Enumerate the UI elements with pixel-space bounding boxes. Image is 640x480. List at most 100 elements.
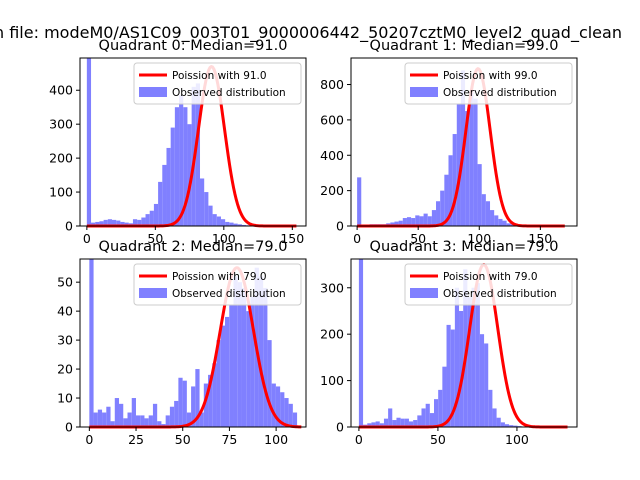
y-tick-label: 200: [320, 183, 344, 198]
x-tick-label: 150: [528, 231, 552, 246]
histogram-bar: [502, 220, 507, 226]
subplot-title: Quadrant 2: Median=79.0: [99, 239, 288, 255]
histogram-bar: [225, 316, 230, 427]
histogram-bar: [467, 297, 472, 427]
legend-hist-swatch: [139, 87, 167, 97]
legend-fit-label: Poission with 99.0: [443, 70, 538, 82]
legend-box: [133, 62, 302, 105]
histogram-bar: [97, 409, 103, 427]
legend-hist-swatch: [410, 288, 438, 298]
histogram-bar: [165, 415, 170, 427]
histogram-bar: [89, 259, 94, 427]
histogram-bar: [419, 216, 424, 226]
histogram-bar: [112, 219, 117, 226]
histogram-bar: [225, 221, 230, 226]
histogram-bar: [446, 324, 451, 427]
histogram-bar: [504, 424, 510, 427]
histogram-bar: [158, 181, 163, 226]
histogram-bar: [506, 223, 511, 226]
histogram-bar: [494, 215, 499, 226]
histogram-bar: [498, 218, 503, 226]
histogram-bar: [490, 210, 495, 226]
histogram-bar: [233, 276, 238, 427]
histogram-bar: [379, 423, 384, 427]
x-tick-label: 25: [128, 432, 144, 447]
histogram-bar: [258, 276, 264, 427]
subplot-title: Quadrant 1: Median=99.0: [370, 38, 559, 54]
histogram-bar: [186, 412, 192, 427]
histogram-bar: [438, 389, 443, 427]
histogram-bar: [137, 219, 142, 226]
histogram-bar: [267, 340, 272, 427]
y-tick-label: 300: [320, 280, 344, 295]
histogram-bar: [152, 403, 158, 427]
histogram-bar: [241, 224, 247, 226]
legend-hist-label: Observed distribution: [443, 288, 557, 300]
histogram-bar: [153, 203, 159, 226]
histogram-bar: [216, 216, 221, 226]
histogram-bar: [402, 218, 407, 226]
histogram-bar: [454, 287, 460, 427]
histogram-bar: [241, 287, 247, 427]
histogram-bar: [162, 164, 167, 226]
histogram-bar: [404, 418, 409, 427]
histogram-bar: [127, 412, 132, 427]
histogram-bar: [107, 219, 112, 226]
histogram-bar: [141, 217, 146, 226]
histogram-bar: [440, 190, 445, 226]
histogram-bar: [271, 383, 276, 427]
histogram-bar: [208, 205, 213, 226]
histogram-bar: [86, 58, 92, 226]
histogram-bar: [178, 377, 183, 427]
x-tick-label: 50: [175, 432, 191, 447]
histogram-bar: [475, 283, 480, 427]
histogram-bar: [275, 386, 281, 427]
histogram-bar: [157, 421, 162, 427]
histogram-bar: [465, 111, 470, 226]
legend-box: [404, 263, 573, 306]
histogram-bar: [431, 210, 437, 226]
y-tick-label: 30: [57, 333, 73, 348]
histogram-bar: [357, 177, 362, 226]
histogram-bar: [220, 325, 226, 427]
histogram-bar: [396, 417, 401, 427]
x-tick-label: 100: [212, 231, 236, 246]
histogram-bar: [425, 403, 430, 427]
histogram-bar: [436, 201, 441, 226]
histogram-bar: [191, 386, 196, 427]
histogram-bar: [388, 408, 393, 427]
histogram-bar: [513, 425, 518, 427]
x-tick-label: 0: [85, 432, 93, 447]
histogram-bar: [166, 147, 171, 226]
histogram-bar: [434, 399, 439, 427]
histogram-bar: [179, 95, 184, 226]
histogram-bar: [427, 216, 432, 226]
histogram-bar: [413, 420, 418, 427]
y-tick-label: 600: [320, 112, 344, 127]
histogram-bar: [116, 220, 121, 226]
histogram-bar: [212, 363, 217, 427]
subplot-0: Quadrant 0: Median=91.0 0 50 100 150 0 100 200 3…: [49, 38, 307, 246]
histogram-bar: [288, 403, 293, 427]
histogram-bar: [99, 221, 104, 226]
legend: Poission with 79.0 Observed distribution: [404, 263, 573, 306]
histogram-bar: [95, 221, 100, 226]
histogram-bar: [406, 217, 412, 226]
x-tick-label: 0: [83, 231, 91, 246]
histogram-bar: [442, 366, 447, 427]
histogram-bar: [174, 107, 180, 226]
histogram-bar: [398, 220, 403, 226]
subplot-title: Quadrant 3: Median=79.0: [370, 239, 559, 255]
histogram-bar: [448, 155, 453, 226]
histogram-bar: [477, 164, 482, 226]
subplot-1: Quadrant 1: Median=99.0 0 50 100 150 0 200 400 6…: [320, 38, 578, 246]
histogram-bar: [204, 192, 209, 226]
x-tick-label: 0: [355, 432, 363, 447]
histogram-bar: [229, 305, 234, 427]
histogram-bar: [237, 282, 242, 427]
histogram-bar: [484, 343, 489, 427]
legend: Poission with 99.0 Observed distribution: [404, 62, 573, 105]
y-tick-label: 0: [336, 420, 344, 435]
histogram-bar: [195, 369, 200, 427]
